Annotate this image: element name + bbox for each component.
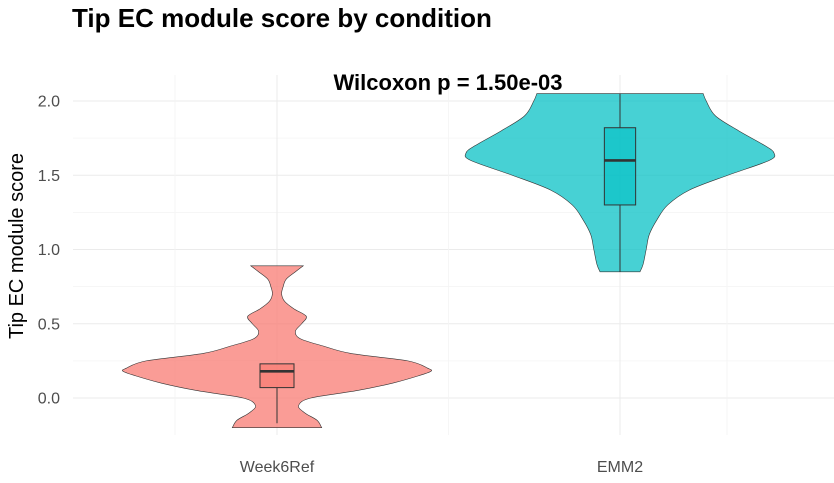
- y-tick-label: 0.0: [38, 391, 60, 408]
- x-tick-label: EMM2: [597, 459, 643, 476]
- y-tick-label: 1.5: [38, 168, 60, 185]
- y-tick-label: 2.0: [38, 94, 60, 111]
- chart-annotation: Wilcoxon p = 1.50e-03: [333, 70, 562, 95]
- x-tick-label: Week6Ref: [240, 459, 315, 476]
- y-axis-label: Tip EC module score: [6, 153, 28, 339]
- box-emm2: [603, 127, 637, 206]
- y-tick-label: 0.5: [38, 316, 60, 333]
- y-tick-label: 1.0: [38, 242, 60, 259]
- violin-week6ref: [121, 265, 433, 428]
- box-week6ref: [259, 363, 295, 389]
- box-layer: [259, 93, 637, 424]
- tick-layer: 0.0 0.5 1.0 1.5 2.0 Week6Ref EMM2: [38, 94, 643, 477]
- chart-title: Tip EC module score by condition: [72, 3, 492, 33]
